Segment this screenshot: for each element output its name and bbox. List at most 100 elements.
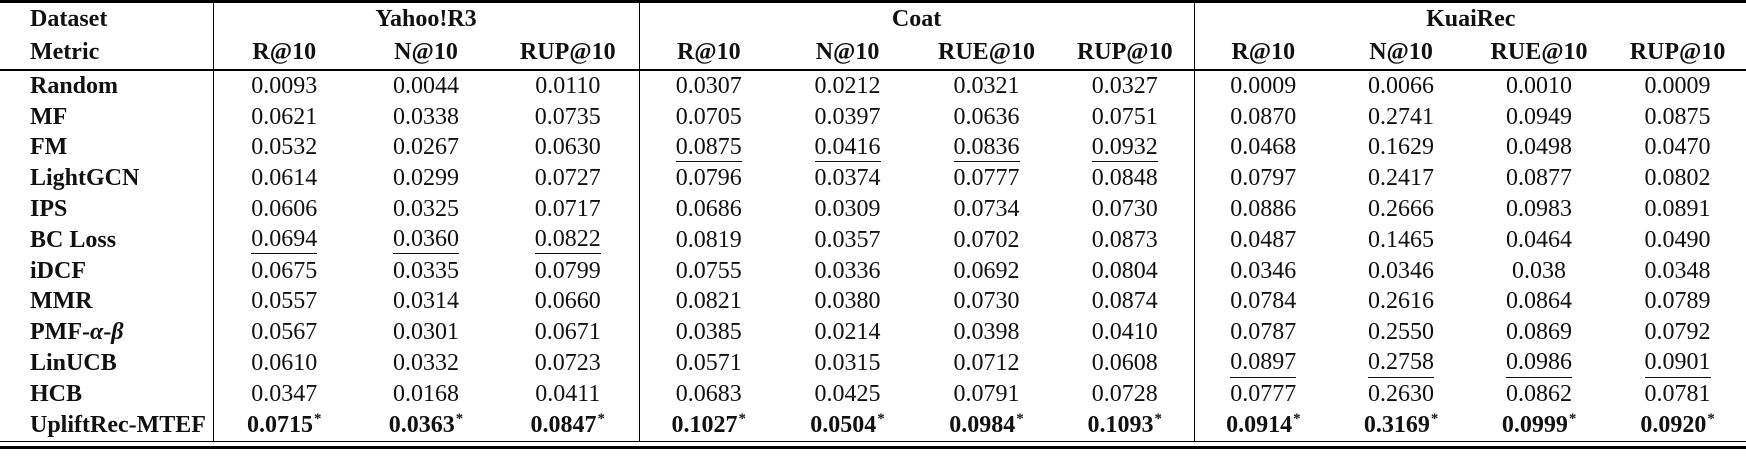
- metric-value: 0.0891: [1644, 196, 1711, 223]
- metric-value: 0.0791: [953, 380, 1020, 407]
- metric-value: 0.0949: [1506, 103, 1573, 130]
- metric-value: 0.0332: [393, 350, 459, 377]
- metric-value: 0.0694: [251, 227, 318, 255]
- metric-value: 0.0874: [1091, 288, 1158, 315]
- metric-value: 0.0792: [1644, 319, 1711, 346]
- method-label: Random: [30, 72, 119, 99]
- metric-value-cell: 0.0822: [497, 225, 639, 256]
- table-row: HCB 0.0347 0.0168 0.0411 0.0683 0.0425 0.0791 0…: [0, 378, 1746, 410]
- metric-column-header: R@10: [212, 35, 355, 70]
- metric-value-cell: 0.0346: [1193, 255, 1333, 287]
- metric-value-cell: 0.0214: [778, 317, 917, 348]
- metric-value-cell: 0.0821: [638, 286, 779, 318]
- metric-value-cell: 0.0325: [355, 194, 497, 225]
- metric-value-cell: 0.0836: [917, 133, 1056, 164]
- metric-value: 0.0819: [675, 226, 742, 253]
- header-row-datasets: Dataset Yahoo!R3 Coat KuaiRec: [0, 3, 1746, 35]
- metric-value-cell: 0.0870: [1193, 101, 1333, 133]
- metric-value-cell: 0.0425: [778, 379, 917, 410]
- metric-value-cell: 0.1629: [1332, 133, 1470, 164]
- metric-value: 0.0498: [1506, 134, 1573, 161]
- metric-value: 0.0363: [388, 411, 455, 438]
- metric-value: 0.0212: [814, 72, 881, 99]
- metric-value: 0.0804: [1091, 257, 1158, 284]
- metric-value: 0.0799: [534, 257, 601, 284]
- metric-value-cell: 0.0385: [638, 317, 779, 349]
- table-row: LinUCB 0.0610 0.0332 0.0723 0.0571 0.0315 0.07…: [0, 348, 1746, 379]
- metric-value-cell: 0.1093*: [1056, 409, 1195, 442]
- benchmark-metrics-table: Dataset Yahoo!R3 Coat KuaiRec Metric R@10 N@10…: [0, 3, 1746, 442]
- metric-value: 0.0093: [251, 72, 318, 99]
- metric-value: 0.0660: [534, 288, 601, 315]
- metric-value-cell: 0.0914*: [1193, 409, 1333, 442]
- metric-value: 0.0847: [530, 411, 597, 438]
- metric-value-cell: 0.0734: [917, 194, 1056, 225]
- metric-value: 0.0557: [251, 288, 318, 315]
- metric-column-header: N@10: [394, 38, 458, 65]
- metric-value-cell: 0.0066: [1332, 70, 1470, 102]
- metric-value-cell: 0.0397: [778, 102, 917, 133]
- metric-value: 0.0864: [1506, 288, 1573, 315]
- corner-dataset-label: Dataset: [30, 5, 108, 32]
- metric-value: 0.0009: [1644, 72, 1711, 99]
- metric-value-cell: 0.0357: [778, 225, 917, 256]
- metric-value-cell: 0.0873: [1056, 225, 1194, 256]
- metric-value-cell: 0.0712: [917, 348, 1056, 379]
- metric-value: 0.1093: [1087, 411, 1154, 438]
- metric-value: 0.0702: [953, 226, 1020, 253]
- metric-value-cell: 0.0791: [917, 379, 1056, 410]
- metric-value-cell: 0.0692: [917, 256, 1056, 287]
- metric-value: 0.0346: [1230, 257, 1297, 284]
- metric-value: 0.0797: [1230, 165, 1297, 192]
- metric-value-cell: 0.0796: [638, 163, 779, 195]
- metric-value-cell: 0.0715*: [212, 409, 355, 442]
- metric-value-cell: 0.0804: [1056, 256, 1194, 287]
- metric-value-cell: 0.0875: [1608, 102, 1746, 133]
- significance-star: *: [455, 410, 464, 427]
- metric-value: 0.0614: [251, 165, 318, 192]
- metric-value-cell: 0.0487: [1193, 224, 1333, 256]
- metric-value: 0.0848: [1091, 165, 1158, 192]
- method-label: iDCF: [30, 257, 86, 284]
- metric-value-cell: 0.0567: [212, 317, 355, 349]
- table-row: FM 0.0532 0.0267 0.0630 0.0875 0.0416 0.0836 0.…: [0, 132, 1746, 164]
- metric-value: 0.0504: [810, 411, 877, 438]
- metric-value-cell: 0.0464: [1470, 225, 1608, 256]
- metric-value: 0.0877: [1506, 165, 1573, 192]
- metric-value: 0.2741: [1368, 103, 1435, 130]
- metric-value-cell: 0.0416: [778, 133, 917, 164]
- metric-value-cell: 0.0886: [1193, 194, 1333, 225]
- metric-value-cell: 0.0468: [1193, 132, 1333, 164]
- metric-value: 0.0984: [949, 411, 1016, 438]
- metric-value-cell: 0.0901: [1608, 348, 1746, 379]
- metric-value: 0.0315: [814, 350, 881, 377]
- metric-value-cell: 0.0999*: [1470, 409, 1609, 442]
- metric-value: 0.2758: [1368, 350, 1435, 378]
- table-row: BC Loss 0.0694 0.0360 0.0822 0.0819 0.0357 0.0…: [0, 224, 1746, 256]
- metric-value-cell: 0.0891: [1608, 194, 1746, 225]
- metric-value-cell: 0.0683: [638, 378, 779, 410]
- metric-value-cell: 0.0799: [497, 256, 639, 287]
- metric-value-cell: 0.2741: [1332, 102, 1470, 133]
- metric-value: 0.0044: [393, 72, 459, 99]
- metric-value-cell: 0.0411: [497, 379, 639, 410]
- table-row: MF 0.0621 0.0338 0.0735 0.0705 0.0397 0.0636 0.…: [0, 101, 1746, 133]
- metric-value-cell: 0.0168: [355, 379, 497, 410]
- metric-value: 0.0610: [251, 350, 318, 377]
- metric-value-cell: 0.0723: [497, 348, 639, 379]
- metric-value-cell: 0.0321: [917, 70, 1056, 102]
- metric-value-cell: 0.0606: [212, 194, 355, 225]
- metric-value-cell: 0.0802: [1608, 163, 1746, 194]
- metric-value-cell: 0.0621: [212, 101, 355, 133]
- metric-value-cell: 0.0920*: [1608, 409, 1746, 442]
- metric-value: 0.0777: [1230, 380, 1297, 407]
- metric-value-cell: 0.0819: [638, 224, 779, 256]
- metric-value: 0.038: [1512, 257, 1567, 284]
- metric-value: 0.0932: [1091, 134, 1158, 163]
- header-row-metrics: Metric R@10 N@10 RUP@10 R@10 N@10 RUE@10 RUP@10…: [0, 35, 1746, 70]
- metric-value: 0.0870: [1230, 103, 1297, 130]
- metric-value: 0.0914: [1226, 411, 1293, 438]
- significance-star: *: [877, 410, 885, 427]
- metric-value: 0.0869: [1506, 319, 1573, 346]
- metric-value-cell: 0.0212: [778, 70, 917, 102]
